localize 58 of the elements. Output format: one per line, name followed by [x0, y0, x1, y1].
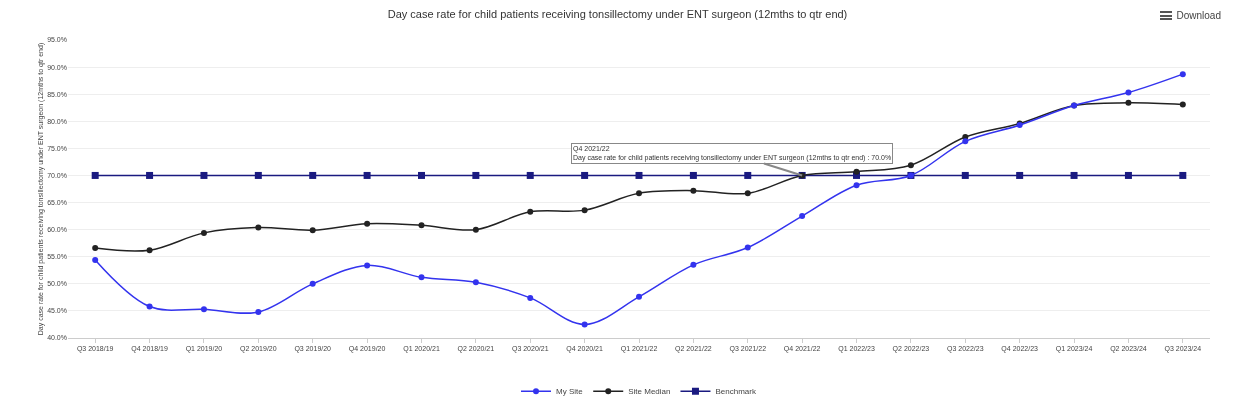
chart-title: Day case rate for child patients receiving tonsillectomy under ENT surgeon (12mths to qtr end)	[387, 8, 848, 21]
point	[527, 208, 534, 215]
point	[418, 222, 425, 229]
point	[92, 256, 99, 263]
point	[635, 171, 643, 179]
point	[200, 229, 207, 236]
point	[146, 247, 153, 254]
point	[200, 306, 207, 313]
point	[255, 224, 262, 231]
point	[200, 171, 208, 179]
point	[1124, 171, 1132, 179]
point	[527, 294, 534, 301]
point	[581, 207, 588, 214]
text: Download	[1176, 10, 1221, 21]
point	[1125, 89, 1132, 96]
point	[418, 274, 425, 281]
point	[363, 171, 371, 179]
point	[526, 171, 534, 179]
point	[92, 245, 99, 252]
point	[309, 280, 316, 287]
point	[1179, 171, 1187, 179]
point	[472, 171, 480, 179]
point	[472, 279, 479, 286]
point	[690, 187, 697, 194]
point	[91, 171, 99, 179]
point	[636, 190, 642, 197]
point	[1125, 99, 1132, 106]
legend-label: My Site	[556, 387, 584, 397]
point	[853, 182, 860, 189]
point	[254, 171, 262, 179]
point	[636, 293, 642, 300]
point	[417, 171, 425, 179]
point	[1179, 71, 1186, 78]
point	[907, 162, 914, 169]
point	[744, 244, 751, 251]
point	[961, 171, 969, 179]
point	[146, 303, 153, 310]
point	[690, 261, 697, 268]
point	[309, 171, 317, 179]
point	[1016, 171, 1024, 179]
point	[853, 168, 860, 175]
point	[146, 171, 154, 179]
point	[1179, 101, 1186, 108]
legend-label: Benchmark	[715, 387, 757, 397]
legend-label: Site Median	[628, 387, 671, 397]
point	[364, 220, 371, 227]
point	[799, 213, 806, 220]
point	[472, 226, 479, 233]
point	[364, 262, 371, 269]
point	[1070, 171, 1078, 179]
point	[309, 227, 316, 234]
point	[255, 308, 262, 315]
point	[962, 138, 969, 145]
point	[744, 190, 751, 197]
point	[581, 171, 589, 179]
point	[744, 171, 752, 179]
point	[689, 171, 697, 179]
point	[581, 321, 588, 328]
